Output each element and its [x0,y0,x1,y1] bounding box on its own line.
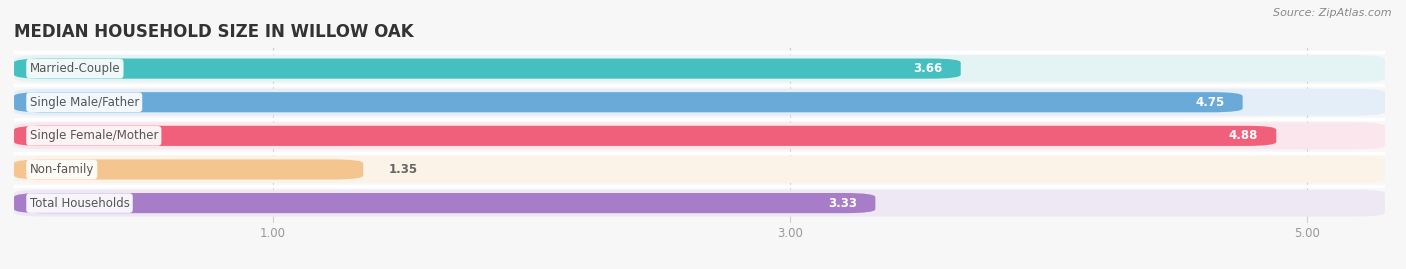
Text: 4.88: 4.88 [1229,129,1258,142]
FancyBboxPatch shape [14,193,876,213]
FancyBboxPatch shape [14,126,1277,146]
FancyBboxPatch shape [14,92,1243,112]
Text: Total Households: Total Households [30,197,129,210]
FancyBboxPatch shape [14,122,1385,149]
Text: Married-Couple: Married-Couple [30,62,120,75]
FancyBboxPatch shape [14,59,960,79]
FancyBboxPatch shape [14,55,1385,82]
FancyBboxPatch shape [14,156,1385,183]
Text: Source: ZipAtlas.com: Source: ZipAtlas.com [1274,8,1392,18]
FancyBboxPatch shape [14,89,1385,116]
FancyBboxPatch shape [14,159,363,180]
Text: Non-family: Non-family [30,163,94,176]
Text: 3.66: 3.66 [914,62,942,75]
Text: 1.35: 1.35 [389,163,418,176]
Text: 4.75: 4.75 [1195,96,1225,109]
Text: Single Male/Father: Single Male/Father [30,96,139,109]
Text: 3.33: 3.33 [828,197,858,210]
FancyBboxPatch shape [14,190,1385,217]
Text: Single Female/Mother: Single Female/Mother [30,129,157,142]
Text: MEDIAN HOUSEHOLD SIZE IN WILLOW OAK: MEDIAN HOUSEHOLD SIZE IN WILLOW OAK [14,23,413,41]
